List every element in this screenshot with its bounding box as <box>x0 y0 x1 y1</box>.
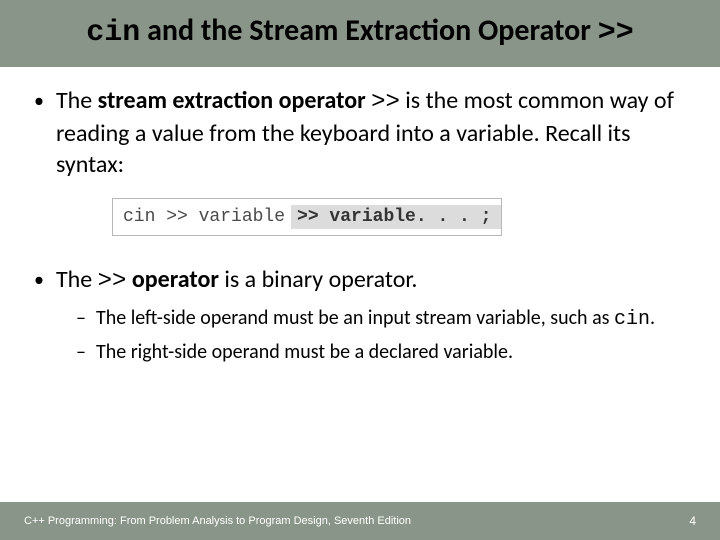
syntax-required: cin >> variable <box>113 207 291 227</box>
bullet-item-2: • The >> operator is a binary operator. <box>34 264 686 297</box>
title-code-2: >> <box>598 16 634 50</box>
slide-body: • The stream extraction operator >> is t… <box>0 67 720 366</box>
bullet-2-text: The >> operator is a binary operator. <box>56 264 417 297</box>
slide-header: cin and the Stream Extraction Operator >… <box>0 0 720 67</box>
sub-2-text: The right-side operand must be a declare… <box>96 339 513 365</box>
bullet-dot: • <box>34 88 44 114</box>
bullet-dot: • <box>34 267 44 293</box>
dash-icon: – <box>76 305 86 331</box>
slide-footer: C++ Programming: From Problem Analysis t… <box>0 502 720 540</box>
sub-item-2: – The right-side operand must be a decla… <box>76 339 686 365</box>
bullet-1-text: The stream extraction operator >> is the… <box>56 85 686 181</box>
bullet-item-1: • The stream extraction operator >> is t… <box>34 85 686 181</box>
syntax-optional: >> variable. . . ; <box>291 205 501 229</box>
footer-citation: C++ Programming: From Problem Analysis t… <box>24 515 411 527</box>
syntax-container: cin >> variable>> variable. . . ; <box>112 198 686 236</box>
slide-title: cin and the Stream Extraction Operator >… <box>20 12 700 53</box>
sub-1-text: The left-side operand must be an input s… <box>96 305 655 333</box>
title-text: and the Stream Extraction Operator <box>140 12 597 49</box>
sub-item-1: – The left-side operand must be an input… <box>76 305 686 333</box>
sub-list: – The left-side operand must be an input… <box>76 305 686 365</box>
footer-page-number: 4 <box>689 514 696 528</box>
dash-icon: – <box>76 339 86 365</box>
title-code-1: cin <box>86 16 140 50</box>
syntax-box: cin >> variable>> variable. . . ; <box>112 198 502 236</box>
